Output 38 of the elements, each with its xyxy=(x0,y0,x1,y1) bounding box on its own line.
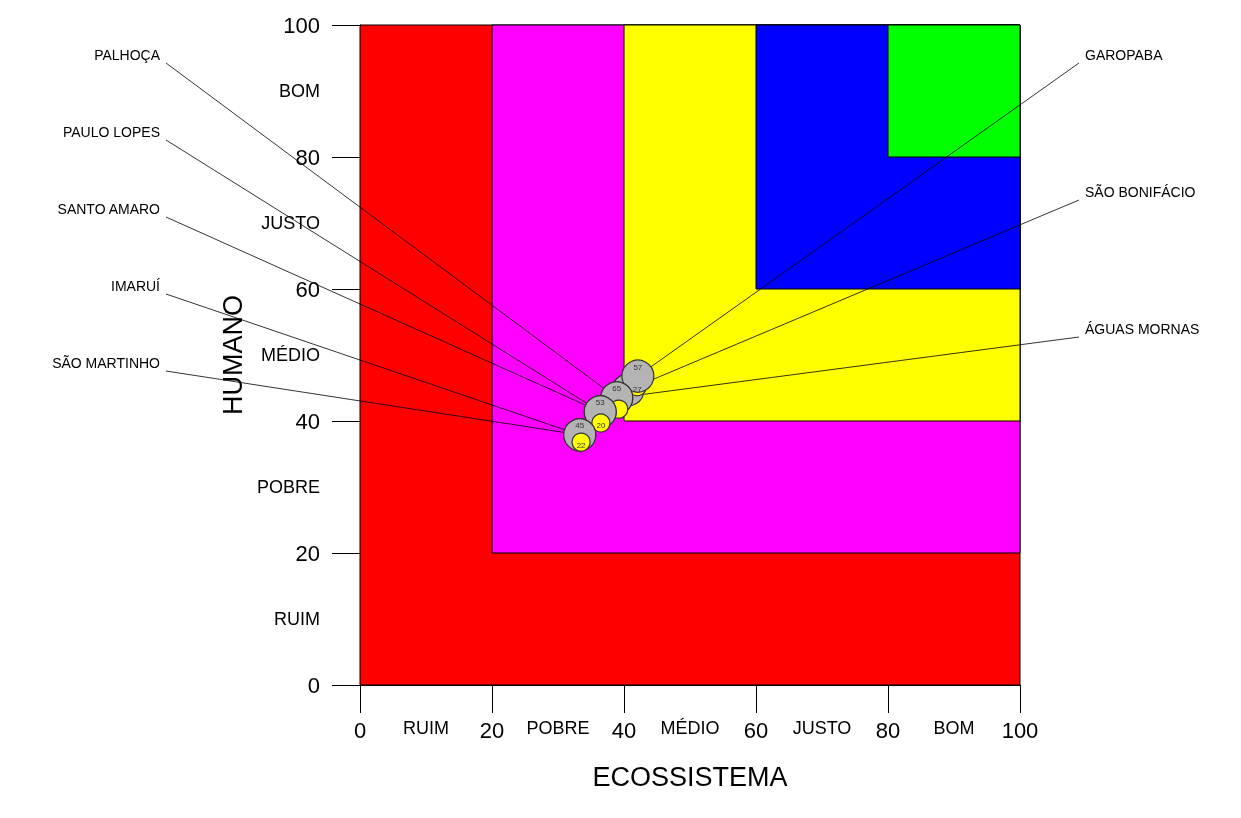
y-axis-title: HUMANO xyxy=(217,295,248,415)
y-tick-label: POBRE xyxy=(256,477,320,497)
x-tick-label: RUIM xyxy=(403,718,449,738)
y-tick-label: 60 xyxy=(295,276,320,302)
x-tick-label: 60 xyxy=(743,717,769,743)
x-tick-label: BOM xyxy=(933,718,975,738)
annotation: 65 xyxy=(612,384,622,394)
y-tick-label: BOM xyxy=(278,81,320,101)
text: PAULO LOPES xyxy=(62,124,160,140)
x-tick-label: JUSTO xyxy=(792,718,852,738)
x-tick-label: MÉDIO xyxy=(660,718,720,738)
text: GAROPABA xyxy=(1085,47,1164,63)
text: PALHOÇA xyxy=(94,47,161,63)
x-tick-label: 20 xyxy=(479,717,505,743)
x-tick-label: 80 xyxy=(875,717,901,743)
annotation: 57 xyxy=(633,362,643,372)
x-tick-label: 40 xyxy=(611,717,637,743)
y-tick-label: RUIM xyxy=(274,609,320,629)
annotation: 20 xyxy=(596,421,606,431)
text: IMARUÍ xyxy=(111,278,161,294)
annotation: 22 xyxy=(576,440,587,450)
annotation: 53 xyxy=(595,398,606,408)
y-tick-label: MÉDIO xyxy=(260,345,320,365)
y-tick-label: 40 xyxy=(295,408,320,434)
text: SÃO MARTINHO xyxy=(52,355,161,371)
y-tick-label: 80 xyxy=(295,144,320,170)
point xyxy=(621,359,655,393)
y-tick-label: 0 xyxy=(307,672,320,698)
y-tick-label: 20 xyxy=(295,540,320,566)
text: SÃO BONIFÁCIO xyxy=(1085,184,1196,200)
x-tick-label: POBRE xyxy=(526,718,590,738)
text: ÁGUAS MORNAS xyxy=(1085,321,1200,337)
x-tick-label: 0 xyxy=(353,717,367,743)
y-tick-label: 100 xyxy=(283,12,320,38)
annotation: 45 xyxy=(575,421,585,431)
x-axis-title: ECOSSISTEMA xyxy=(592,761,788,792)
x-tick-label: 100 xyxy=(1001,717,1039,743)
text: SANTO AMARO xyxy=(57,201,161,217)
